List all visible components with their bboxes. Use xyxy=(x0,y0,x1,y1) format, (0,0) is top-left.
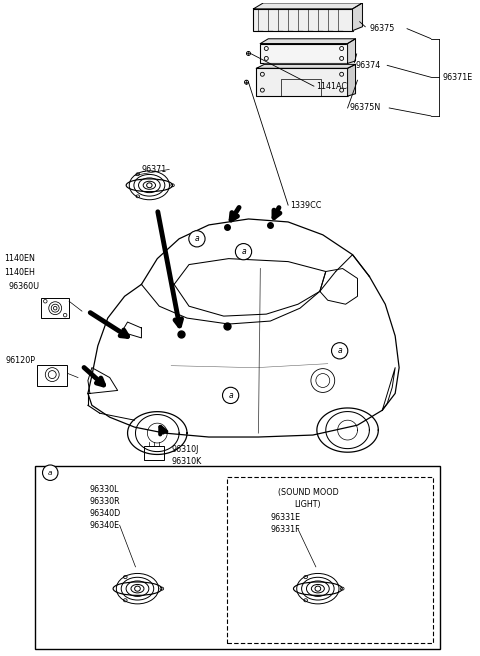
Text: 96375N: 96375N xyxy=(349,104,381,112)
Bar xyxy=(256,68,348,96)
Text: 96371E: 96371E xyxy=(443,73,473,82)
Text: a: a xyxy=(241,247,246,256)
Text: 96374: 96374 xyxy=(356,61,381,70)
Polygon shape xyxy=(256,64,356,68)
Text: a: a xyxy=(228,391,233,400)
Text: 96331F: 96331F xyxy=(270,525,300,534)
Text: (SOUND MOOD: (SOUND MOOD xyxy=(277,488,338,497)
Text: 96120P: 96120P xyxy=(6,356,36,365)
Text: 96375: 96375 xyxy=(370,24,395,33)
Text: a: a xyxy=(337,346,342,356)
Bar xyxy=(37,365,67,386)
Circle shape xyxy=(332,342,348,359)
Circle shape xyxy=(223,387,239,403)
Polygon shape xyxy=(348,39,356,64)
Text: a: a xyxy=(48,470,52,476)
Text: 96310K: 96310K xyxy=(171,457,202,466)
Polygon shape xyxy=(352,3,362,31)
Bar xyxy=(144,446,164,460)
Text: 1141AC: 1141AC xyxy=(316,81,347,91)
Text: 1339CC: 1339CC xyxy=(290,201,322,210)
Text: 96330L: 96330L xyxy=(90,485,120,494)
Text: 1140EN: 1140EN xyxy=(4,254,35,263)
Bar xyxy=(253,9,352,31)
Circle shape xyxy=(235,243,252,260)
Bar xyxy=(41,298,69,318)
Text: 96371: 96371 xyxy=(142,165,167,174)
Bar xyxy=(36,466,440,649)
Bar xyxy=(260,43,348,64)
Text: 96360U: 96360U xyxy=(9,282,40,291)
Text: 96310J: 96310J xyxy=(171,445,199,455)
Circle shape xyxy=(43,465,58,480)
Text: 96340D: 96340D xyxy=(90,509,121,518)
Text: 96331E: 96331E xyxy=(270,513,300,522)
Text: a: a xyxy=(194,234,199,243)
Text: 96330R: 96330R xyxy=(90,497,120,506)
Text: 1140EH: 1140EH xyxy=(4,268,35,277)
Polygon shape xyxy=(260,39,356,43)
Text: 96340E: 96340E xyxy=(90,521,120,530)
Bar xyxy=(227,477,433,643)
Polygon shape xyxy=(348,64,356,96)
Polygon shape xyxy=(253,3,362,9)
Circle shape xyxy=(189,231,205,247)
Text: LIGHT): LIGHT) xyxy=(295,500,321,509)
